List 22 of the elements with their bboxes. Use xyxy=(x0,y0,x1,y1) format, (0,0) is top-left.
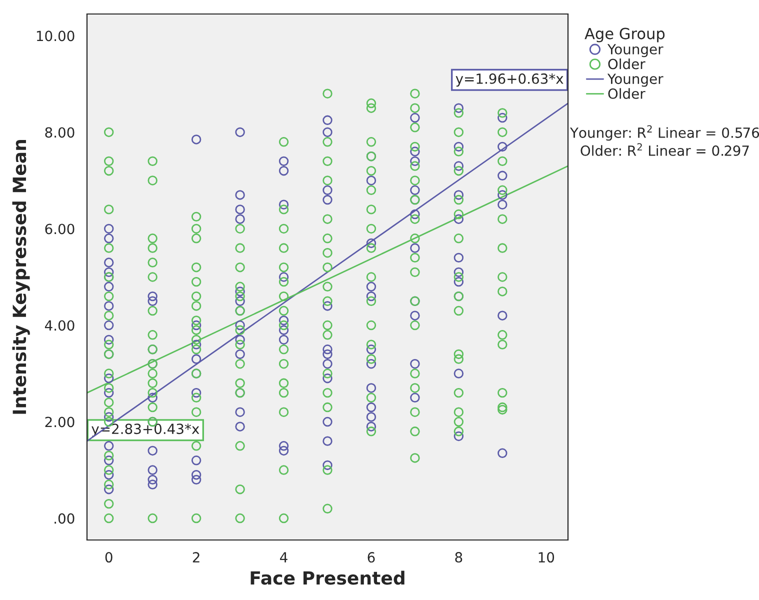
x-tick-label: 8 xyxy=(455,552,462,563)
legend-label: Younger xyxy=(607,74,664,87)
legend-label: Older xyxy=(608,58,646,70)
text: Older: R$^{2}$ Linear = 0.297 xyxy=(580,143,749,156)
y-tick-label: .00 xyxy=(54,513,74,524)
x-tick-label: 2 xyxy=(192,552,200,562)
y-axis-title: Intensity Keypressed Mean xyxy=(12,140,30,414)
annotation: y=1.96+0.63*x xyxy=(456,73,564,87)
y-tick-label: 10.00 xyxy=(36,30,74,42)
y-tick-label: 2.00 xyxy=(45,416,74,428)
legend-title: Age Group xyxy=(584,28,665,42)
text: Younger: R$^{2}$ Linear = 0.576 xyxy=(570,125,759,141)
y-tick-label: 6.00 xyxy=(45,224,74,234)
x-tick-label: 0 xyxy=(105,552,112,563)
x-tick-label: 4 xyxy=(280,552,288,562)
x-tick-label: 6 xyxy=(368,552,375,563)
y-tick-label: 8.00 xyxy=(45,127,74,138)
x-tick-label: 10 xyxy=(538,552,554,563)
x-axis-title: Face Presented xyxy=(250,570,404,585)
legend-label: Older xyxy=(608,88,646,99)
legend-label: Younger xyxy=(607,44,664,58)
y-tick-label: 4.00 xyxy=(44,320,74,331)
